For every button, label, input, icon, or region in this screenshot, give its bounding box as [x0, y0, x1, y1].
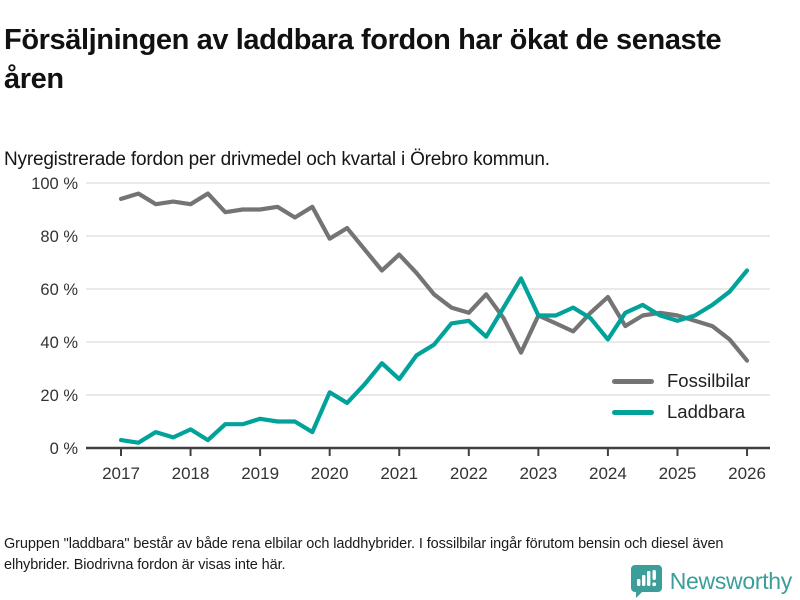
newsworthy-chart-bubble-icon	[630, 565, 662, 598]
line-chart: 0 % 20 % 40 % 60 % 80 % 100 % 2017 2018 2019 2020…	[0, 170, 800, 490]
legend-item-laddbara: Laddbara	[612, 401, 750, 423]
chart-legend: Fossilbilar Laddbara	[612, 370, 750, 432]
legend-swatch	[612, 378, 654, 384]
y-tick-label: 80 %	[40, 228, 78, 246]
x-tick-label: 2023	[519, 464, 557, 483]
branding-logo: Newsworthy	[630, 564, 792, 598]
chart-subtitle: Nyregistrerade fordon per drivmedel och …	[4, 149, 550, 170]
y-tick-label: 20 %	[40, 387, 78, 405]
chart-canvas: 0 % 20 % 40 % 60 % 80 % 100 % 2017 2018 2019 2020…	[31, 175, 770, 483]
y-tick-label: 60 %	[40, 281, 78, 299]
y-tick-label: 100 %	[31, 175, 78, 193]
x-tick-label: 2025	[659, 464, 697, 483]
x-tick-label: 2017	[102, 464, 140, 483]
series-line-laddbara	[118, 268, 750, 445]
x-tick-label: 2018	[172, 464, 210, 483]
x-tick-label: 2019	[241, 464, 279, 483]
x-tick-label: 2024	[589, 464, 627, 483]
legend-item-fossilbilar: Fossilbilar	[612, 370, 750, 392]
y-tick-label: 40 %	[40, 334, 78, 352]
x-tick-label: 2021	[380, 464, 418, 483]
footer-note: Gruppen "laddbara" består av både rena e…	[4, 535, 724, 573]
x-tick-label: 2026	[728, 464, 766, 483]
legend-label: Fossilbilar	[667, 370, 751, 391]
series-line-fossilbilar	[118, 191, 750, 363]
legend-label: Laddbara	[667, 401, 746, 422]
x-tick-label: 2022	[450, 464, 488, 483]
y-tick-label: 0 %	[50, 440, 79, 458]
branding-name: Newsworthy	[669, 567, 793, 594]
page-title: Försäljningen av laddbara fordon har öka…	[4, 24, 722, 95]
legend-swatch	[612, 409, 654, 415]
x-tick-label: 2020	[311, 464, 349, 483]
